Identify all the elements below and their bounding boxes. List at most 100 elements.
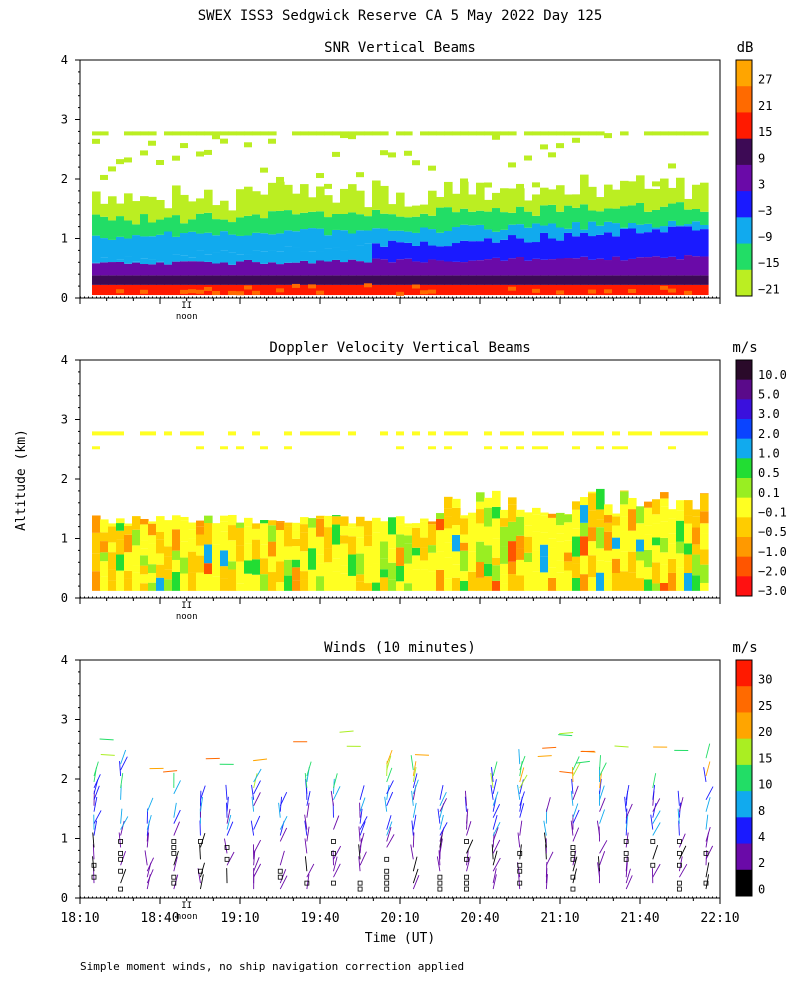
doppler-cell [596,509,605,520]
doppler-cell [204,574,213,591]
snr-cell [148,264,157,276]
doppler-cell [500,509,509,519]
doppler-cell [516,446,524,450]
snr-cell [356,172,364,178]
doppler-cell [412,431,420,436]
doppler-cell [676,431,684,436]
snr-cell [316,260,325,276]
doppler-cell [532,507,541,515]
snr-cell [204,254,213,262]
snr-cell [172,261,181,276]
colorbar-swatch [736,712,752,740]
y-tick-label: 1 [61,232,68,246]
doppler-cell [372,582,381,591]
colorbar-label: 8 [758,804,765,818]
wind-barb [571,766,574,782]
colorbar-swatch [736,399,752,420]
snr-cell [100,275,109,285]
calm-marker [171,845,177,850]
calm-marker [570,856,576,862]
wind-barb [253,863,262,878]
snr-cell [372,275,381,285]
doppler-cell [532,514,541,532]
wind-barb [279,792,288,806]
doppler-cell [332,431,340,436]
snr-cell [164,231,173,257]
doppler-cell [476,501,485,510]
wind-barb [386,834,395,848]
snr-cell [580,256,589,276]
calm-marker [304,880,310,886]
snr-cell [308,251,317,264]
doppler-cell [652,499,661,515]
snr-cell [180,233,189,256]
wind-barb [490,773,494,788]
snr-cell [540,259,549,276]
doppler-cell [188,572,197,591]
snr-cell [444,275,453,285]
snr-cell [388,204,397,215]
doppler-cell [156,516,165,533]
wind-barb [652,822,661,836]
snr-cell [332,131,341,136]
snr-cell [596,234,605,259]
snr-cell [668,203,677,221]
snr-cell [636,257,645,276]
colorbar-label: 3 [758,178,765,192]
calm-marker [650,862,656,868]
wind-barb [120,808,123,824]
snr-cell [652,209,661,228]
wind-barb [436,856,441,872]
doppler-cell [324,515,333,528]
wind-barb [411,820,414,836]
doppler-cell [196,526,205,535]
snr-cell [436,284,445,296]
doppler-cell [388,534,397,549]
doppler-cell [212,523,221,545]
wind-barb [517,784,521,800]
snr-cell [108,284,117,296]
doppler-cell [92,532,101,554]
snr-cell [364,131,373,136]
snr-cell [644,188,653,212]
snr-cell [308,228,317,252]
wind-barb [652,802,657,818]
doppler-cell [484,576,493,591]
wind-barb [679,863,688,878]
doppler-cell [612,516,621,526]
snr-cell [524,260,533,276]
snr-cell [316,228,325,252]
doppler-cell [420,537,429,548]
snr-cell [380,131,389,136]
snr-cell [684,131,693,136]
doppler-cell [580,555,589,575]
doppler-cell [516,516,525,536]
doppler-cell [500,526,509,547]
doppler-cell [196,431,204,436]
snr-cell [700,275,709,285]
doppler-cell [612,537,621,549]
doppler-cell [412,527,421,548]
y-tick-label: 4 [61,353,68,367]
snr-cell [148,140,156,146]
wind-barb [304,772,308,788]
snr-cell [204,131,213,136]
doppler-cell [500,431,508,436]
calm-marker [118,850,124,856]
snr-cell [468,131,477,136]
wind-barb [545,797,551,812]
snr-cell [188,289,196,294]
snr-cell [268,262,277,276]
snr-cell [92,191,101,215]
wind-barb [226,808,231,824]
doppler-cell [572,446,580,450]
doppler-cell [380,521,389,542]
snr-cell [100,238,109,258]
wind-barb [386,755,392,771]
wind-barb [652,798,661,812]
noon-label: noon [176,912,198,922]
calm-marker [198,839,203,844]
snr-cell [668,226,677,257]
